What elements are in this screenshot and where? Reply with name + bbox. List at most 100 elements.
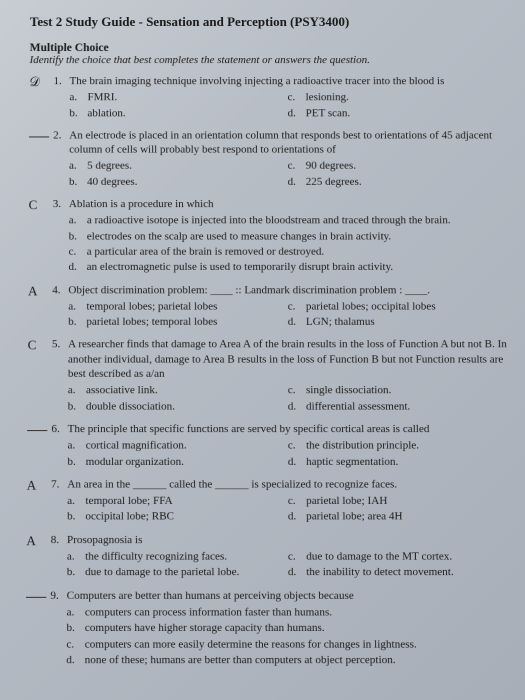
option: d.LGN; thalamus [288, 315, 508, 330]
option-column: a.a radioactive isotope is injected into… [68, 214, 506, 276]
option-label: a. [67, 549, 85, 564]
option-label: d. [288, 106, 306, 120]
option: b.computers have higher storage capacity… [66, 621, 509, 636]
option-label: a. [69, 90, 87, 104]
options: a.FMRI.b.ablation.c.lesioning.d.PET scan… [69, 90, 506, 121]
question-body: Prosopagnosia isa.the difficulty recogni… [67, 533, 509, 581]
option-text: parietal lobes; occipital lobes [306, 299, 507, 314]
option-text: the inability to detect movement. [306, 565, 509, 580]
option-text: modular organization. [86, 454, 288, 469]
option: b.parietal lobes; temporal lobes [68, 315, 288, 330]
options: a.associative link.b.double dissociation… [68, 383, 508, 414]
margin-mark: 𝒟 [29, 74, 39, 89]
option-text: none of these; humans are better than co… [85, 653, 510, 668]
option-text: temporal lobes; parietal lobes [86, 299, 287, 314]
option-text: single dissociation. [306, 383, 508, 398]
option-text: differential assessment. [306, 399, 508, 414]
option-text: a radioactive isotope is injected into t… [87, 214, 507, 228]
option-label: d. [68, 260, 86, 275]
option: c.parietal lobe; IAH [288, 494, 509, 509]
option-text: PET scan. [306, 106, 506, 120]
option-text: associative link. [86, 383, 288, 398]
option: b.40 degrees. [69, 175, 288, 189]
option-column-left: a.temporal lobes; parietal lobesb.pariet… [68, 299, 288, 330]
options: a.computers can process information fast… [66, 605, 509, 668]
option-label: c. [66, 637, 84, 652]
option: c.single dissociation. [288, 383, 508, 398]
option-text: 90 degrees. [306, 159, 507, 173]
section-sub: Identify the choice that best completes … [30, 54, 506, 66]
question-body: An area in the ______ called the ______ … [67, 477, 509, 525]
option-column-left: a.associative link.b.double dissociation… [68, 383, 288, 414]
option-label: c. [288, 438, 306, 453]
options: a.a radioactive isotope is injected into… [68, 214, 506, 276]
options: a.temporal lobes; parietal lobesb.pariet… [68, 299, 507, 330]
option-label: c. [288, 159, 306, 173]
option-column-right: c.the distribution principle.d.haptic se… [288, 438, 508, 469]
option: d.225 degrees. [288, 175, 507, 189]
study-guide-page: Test 2 Study Guide - Sensation and Perce… [0, 0, 525, 690]
option-column-left: a.the difficulty recognizing faces.b.due… [67, 549, 288, 581]
option-label: c. [288, 383, 306, 398]
question: A4.Object discrimination problem: ____ :… [28, 283, 508, 331]
option: d.parietal lobe; area 4H [288, 510, 509, 525]
question: A8.Prosopagnosia isa.the difficulty reco… [26, 533, 509, 581]
option-label: d. [288, 565, 306, 580]
handwritten-answer: A [27, 477, 37, 492]
question: 𝒟1.The brain imaging technique involving… [29, 74, 506, 121]
option-column-right: c.90 degrees. d.225 degrees. [288, 159, 507, 190]
option-text: 40 degrees. [87, 175, 288, 189]
option-label: d. [288, 399, 306, 414]
option-text: computers can more easily determine the … [85, 637, 510, 652]
option-label: b. [67, 565, 85, 580]
answer-blank: C [28, 197, 53, 276]
handwritten-answer: A [28, 283, 38, 298]
question-number: 8. [50, 533, 67, 581]
option-label: c. [288, 299, 306, 314]
option-label: a. [67, 438, 85, 453]
option-label: b. [69, 175, 87, 189]
question: C5.A researcher finds that damage to Are… [27, 338, 508, 415]
question-stem: Object discrimination problem: ____ :: L… [68, 283, 507, 298]
option: d.the inability to detect movement. [288, 565, 509, 580]
option: c.lesioning. [288, 90, 506, 104]
option-text: an electromagnetic pulse is used to temp… [87, 260, 507, 275]
question-body: The principle that specific functions ar… [67, 422, 508, 470]
option-text: double dissociation. [86, 399, 288, 414]
options: a.temporal lobe; FFAb.occipital lobe; RB… [67, 494, 509, 525]
option: a.associative link. [68, 383, 288, 398]
option: b.occipital lobe; RBC [67, 510, 288, 525]
answer-blank: A [26, 533, 51, 581]
option: a.the difficulty recognizing faces. [67, 549, 288, 564]
option-column-right: c.lesioning. d.PET scan. [288, 90, 506, 121]
answer-blank: A [26, 477, 51, 525]
question: 9.Computers are better than humans at pe… [25, 588, 509, 668]
option-text: parietal lobe; area 4H [306, 510, 509, 525]
question-number: 7. [51, 477, 68, 525]
option-label: a. [68, 299, 86, 314]
option-label: c. [288, 549, 306, 564]
option-text: computers can process information faster… [85, 605, 510, 620]
options: a.5 degrees.b.40 degrees.c.90 degrees.d.… [69, 159, 506, 190]
option-label: a. [68, 383, 86, 398]
option-label: d. [288, 175, 306, 189]
option-column-left: a.cortical magnification.b.modular organ… [67, 438, 287, 469]
question-body: The brain imaging technique involving in… [69, 74, 506, 121]
question-body: An electrode is placed in an orientation… [69, 128, 506, 190]
question-stem: The principle that specific functions ar… [68, 422, 509, 437]
option-label: a. [67, 494, 85, 509]
option: c.due to damage to the MT cortex. [288, 549, 509, 564]
options: a.the difficulty recognizing faces.b.due… [67, 549, 509, 581]
question-stem: An area in the ______ called the ______ … [67, 477, 508, 492]
option-column-right: c.single dissociation.d.differential ass… [288, 383, 508, 414]
question-number: 3. [52, 197, 69, 276]
option-column-right: c.parietal lobes; occipital lobesd.LGN; … [288, 299, 508, 330]
option: d.haptic segmentation. [288, 454, 508, 469]
question-list: 𝒟1.The brain imaging technique involving… [25, 74, 509, 668]
option: d.none of these; humans are better than … [66, 653, 509, 668]
question-stem: An electrode is placed in an orientation… [69, 128, 506, 157]
option-label: b. [68, 315, 86, 330]
option-label: a. [69, 214, 87, 228]
handwritten-answer: C [29, 197, 38, 212]
option-label: c. [69, 245, 87, 259]
